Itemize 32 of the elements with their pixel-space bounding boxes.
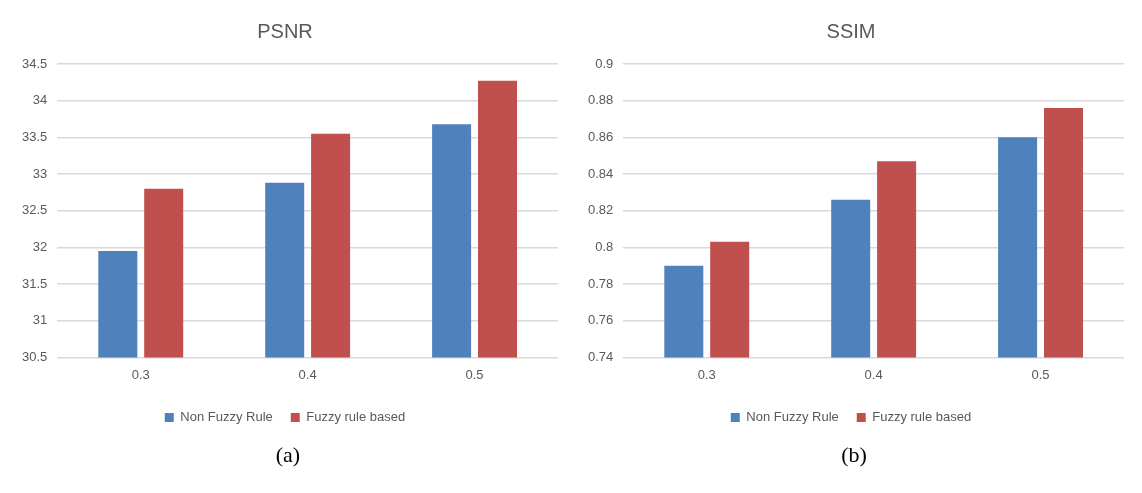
y-tick-label: 32 [32, 238, 48, 254]
legend-label: Fuzzy rule based [306, 409, 406, 425]
y-tick-label: 33.5 [21, 128, 48, 144]
y-tick-label: 0.74 [587, 348, 614, 364]
y-tick-label: 0.8 [595, 238, 614, 254]
y-tick-label: 0.88 [587, 92, 614, 108]
chart-title: SSIM [826, 19, 876, 42]
x-tick-label: 0.3 [697, 366, 716, 382]
legend-label: Fuzzy rule based [872, 409, 972, 425]
y-tick-label: 0.9 [595, 55, 614, 71]
text: (b) [841, 442, 867, 468]
y-tick-label: 0.76 [587, 312, 614, 328]
x-tick-label: 0.5 [1031, 366, 1050, 382]
chart-title: PSNR [257, 19, 313, 42]
y-tick-label: 34.5 [21, 55, 48, 71]
y-tick-label: 0.84 [587, 165, 614, 181]
y-tick-label: 0.78 [587, 275, 614, 291]
x-tick-label: 0.4 [864, 366, 883, 382]
y-tick-label: 32.5 [21, 202, 48, 218]
y-tick-label: 31 [32, 312, 48, 328]
y-tick-label: 31.5 [21, 275, 48, 291]
x-tick-label: 0.5 [465, 366, 484, 382]
legend-label: Non Fuzzy Rule [746, 409, 839, 425]
text: (a) [275, 442, 301, 468]
y-tick-label: 33 [32, 165, 48, 181]
y-tick-label: 34 [32, 92, 48, 108]
y-tick-label: 0.86 [587, 128, 614, 144]
y-tick-label: 30.5 [21, 348, 48, 364]
x-tick-label: 0.3 [131, 366, 150, 382]
y-tick-label: 0.82 [587, 202, 614, 218]
x-tick-label: 0.4 [298, 366, 317, 382]
legend-label: Non Fuzzy Rule [180, 409, 273, 425]
